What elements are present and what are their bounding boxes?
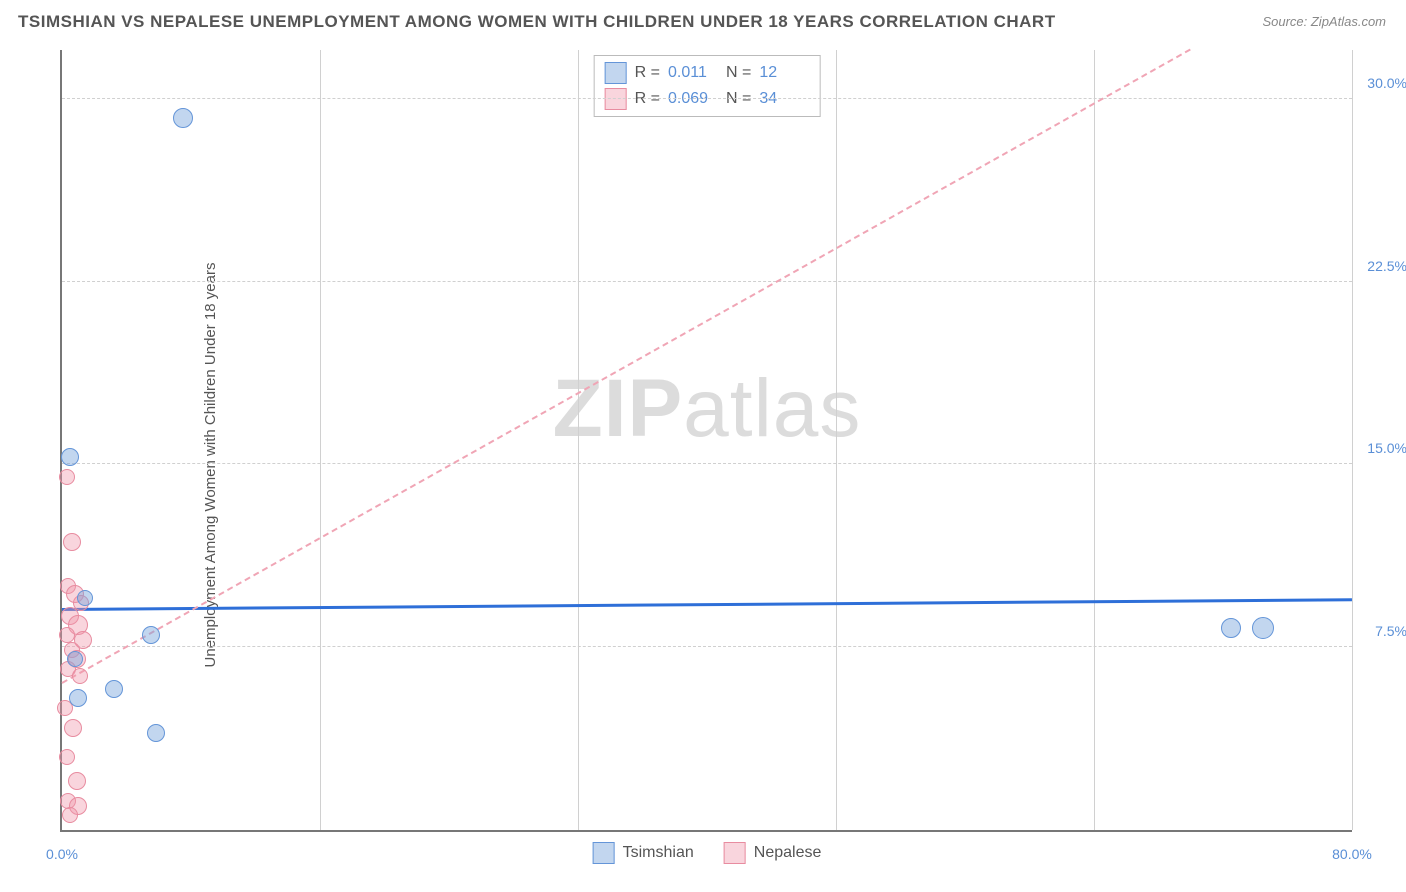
- data-point-tsimshian: [67, 651, 83, 667]
- chart-title: TSIMSHIAN VS NEPALESE UNEMPLOYMENT AMONG…: [18, 12, 1056, 32]
- data-point-tsimshian: [61, 448, 79, 466]
- r-value-nepalese: 0.069: [668, 90, 718, 108]
- gridline-vertical: [836, 50, 837, 830]
- gridline-horizontal: [62, 281, 1352, 282]
- data-point-nepalese: [63, 533, 81, 551]
- n-value-tsimshian: 12: [759, 64, 809, 82]
- data-point-nepalese: [72, 668, 88, 684]
- data-point-tsimshian: [105, 680, 123, 698]
- y-tick-label: 7.5%: [1375, 623, 1406, 639]
- x-tick-label: 0.0%: [46, 846, 78, 862]
- data-point-nepalese: [59, 627, 75, 643]
- data-point-nepalese: [64, 719, 82, 737]
- y-tick-label: 15.0%: [1367, 440, 1406, 456]
- swatch-pink-icon: [724, 842, 746, 864]
- x-tick-label: 80.0%: [1332, 846, 1372, 862]
- gridline-horizontal: [62, 646, 1352, 647]
- legend-label-tsimshian: Tsimshian: [623, 844, 694, 862]
- y-tick-label: 30.0%: [1367, 75, 1406, 91]
- stats-row-nepalese: R = 0.069 N = 34: [605, 86, 810, 112]
- gridline-vertical: [1094, 50, 1095, 830]
- plot-area: ZIPatlas R = 0.011 N = 12 R = 0.069 N = …: [60, 50, 1352, 832]
- swatch-pink-icon: [605, 88, 627, 110]
- r-label: R =: [635, 64, 660, 82]
- data-point-nepalese: [68, 772, 86, 790]
- r-value-tsimshian: 0.011: [668, 64, 718, 82]
- data-point-nepalese: [59, 749, 75, 765]
- data-point-tsimshian: [77, 590, 93, 606]
- trend-line-tsimshian: [62, 598, 1352, 611]
- data-point-tsimshian: [1252, 617, 1274, 639]
- trend-line-nepalese: [62, 48, 1192, 683]
- gridline-horizontal: [62, 463, 1352, 464]
- r-label: R =: [635, 90, 660, 108]
- gridline-horizontal: [62, 98, 1352, 99]
- bottom-legend: Tsimshian Nepalese: [593, 842, 822, 864]
- stats-row-tsimshian: R = 0.011 N = 12: [605, 60, 810, 86]
- data-point-tsimshian: [142, 626, 160, 644]
- y-tick-label: 22.5%: [1367, 258, 1406, 274]
- legend-label-nepalese: Nepalese: [754, 844, 822, 862]
- gridline-vertical: [578, 50, 579, 830]
- swatch-blue-icon: [593, 842, 615, 864]
- data-point-nepalese: [59, 469, 75, 485]
- gridline-vertical: [320, 50, 321, 830]
- legend-item-nepalese: Nepalese: [724, 842, 822, 864]
- data-point-tsimshian: [147, 724, 165, 742]
- swatch-blue-icon: [605, 62, 627, 84]
- n-label: N =: [726, 64, 751, 82]
- source-credit: Source: ZipAtlas.com: [1262, 14, 1386, 29]
- stats-legend-box: R = 0.011 N = 12 R = 0.069 N = 34: [594, 55, 821, 117]
- data-point-tsimshian: [173, 108, 193, 128]
- data-point-tsimshian: [1221, 618, 1241, 638]
- chart-container: Unemployment Among Women with Children U…: [0, 40, 1406, 890]
- n-value-nepalese: 34: [759, 90, 809, 108]
- data-point-nepalese: [62, 807, 78, 823]
- legend-item-tsimshian: Tsimshian: [593, 842, 694, 864]
- watermark-bold: ZIP: [553, 363, 684, 454]
- n-label: N =: [726, 90, 751, 108]
- watermark-rest: atlas: [683, 363, 861, 454]
- data-point-tsimshian: [69, 689, 87, 707]
- watermark: ZIPatlas: [553, 362, 862, 456]
- gridline-vertical: [1352, 50, 1353, 830]
